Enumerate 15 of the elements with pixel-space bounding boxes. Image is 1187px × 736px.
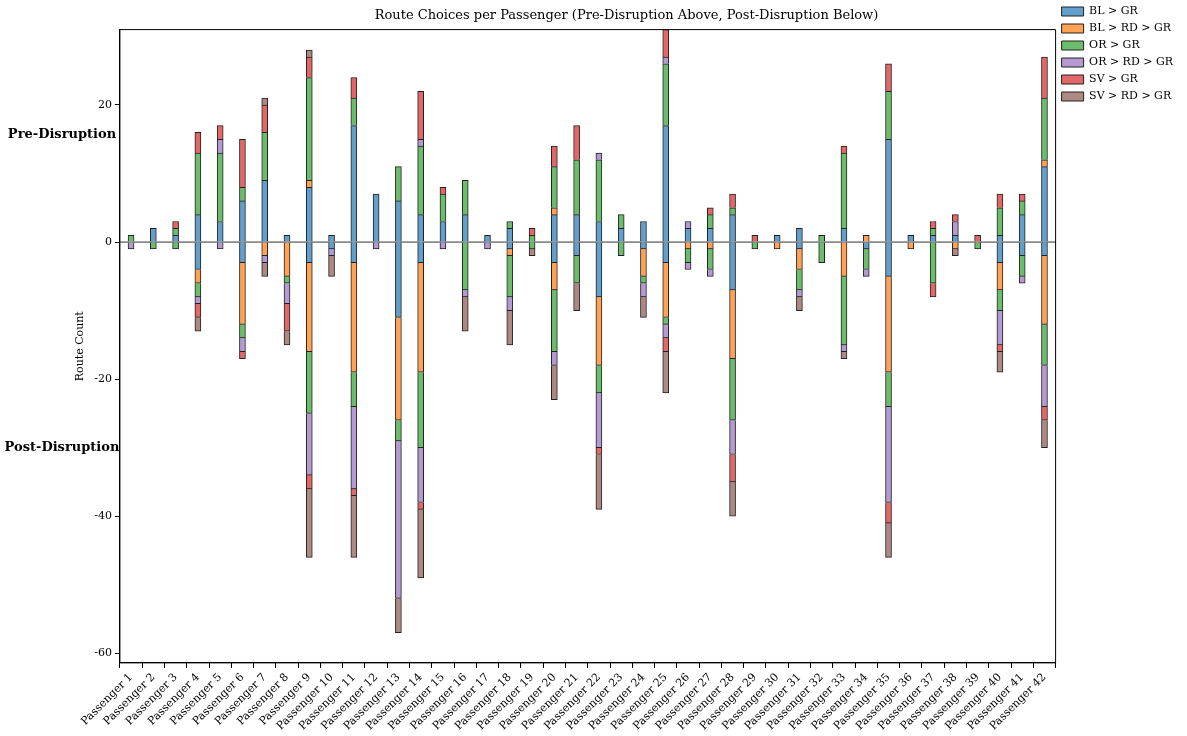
y-tick-label: -40 — [94, 509, 112, 523]
legend-label: SV > GR — [1089, 72, 1139, 86]
y-tick-label: -20 — [94, 372, 112, 385]
chart-title: Route Choices per Passenger (Pre-Disruption Above, Post-Disruption Below) — [374, 7, 879, 23]
y-tick-label: -60 — [94, 646, 112, 660]
legend-label: SV > RD > GR — [1089, 89, 1172, 103]
y-tick-label: 20 — [97, 97, 112, 111]
legend-label: OR > RD > GR — [1089, 55, 1174, 69]
legend-label: OR > GR — [1089, 38, 1141, 52]
legend-label: BL > GR — [1089, 4, 1139, 18]
text: Post-Disruption — [4, 438, 120, 454]
y-tick-label: 0 — [104, 234, 112, 248]
legend-label: BL > RD > GR — [1089, 21, 1172, 35]
y-axis-title: Route Count — [73, 310, 87, 382]
text: Pre-Disruption — [7, 126, 117, 142]
